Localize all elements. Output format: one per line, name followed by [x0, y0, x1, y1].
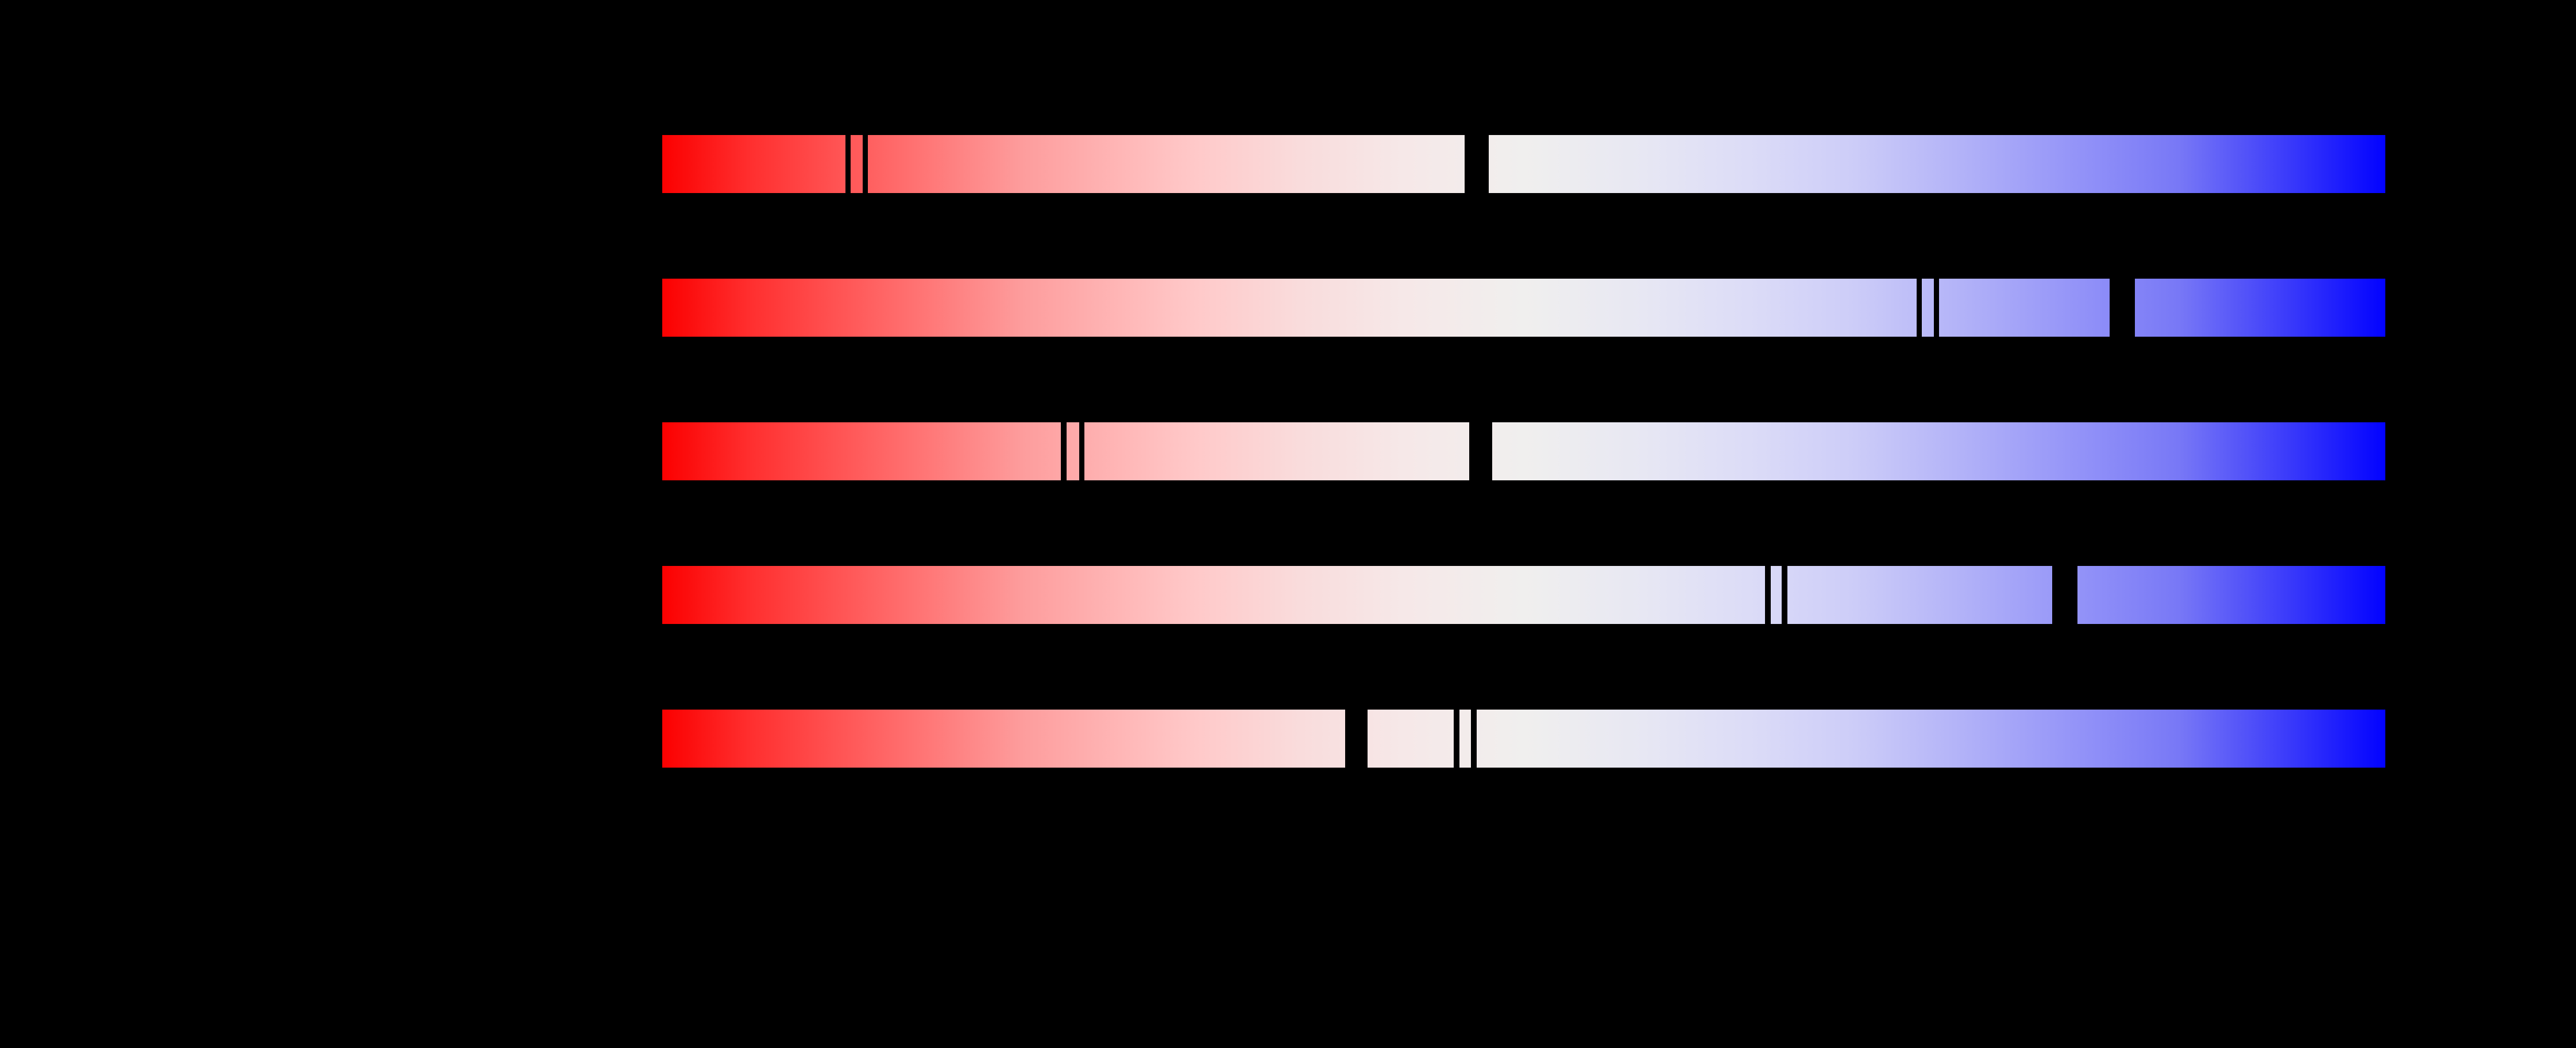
gap-marker [2110, 278, 2135, 338]
thin-marker-line [1917, 278, 1922, 338]
thin-marker-line [1934, 278, 1940, 338]
thin-marker-line [862, 134, 868, 194]
thin-marker-line [1765, 565, 1771, 625]
gap-marker [1469, 422, 1492, 481]
thin-marker-line [845, 134, 851, 194]
gradient-bar [662, 278, 2386, 338]
gap-marker [1345, 709, 1368, 769]
gradient-bar [662, 422, 2386, 481]
gap-marker [1464, 134, 1489, 194]
plot-area [662, 0, 2386, 1048]
thin-marker-line [1079, 422, 1085, 481]
gap-marker [2052, 565, 2078, 625]
gradient-bar [662, 709, 2386, 769]
thin-marker-line [1782, 565, 1788, 625]
thin-marker-line [1470, 709, 1477, 769]
gradient-bar [662, 565, 2386, 625]
gradient-bar [662, 134, 2386, 194]
thin-marker-line [1060, 422, 1067, 481]
thin-marker-line [1453, 709, 1459, 769]
